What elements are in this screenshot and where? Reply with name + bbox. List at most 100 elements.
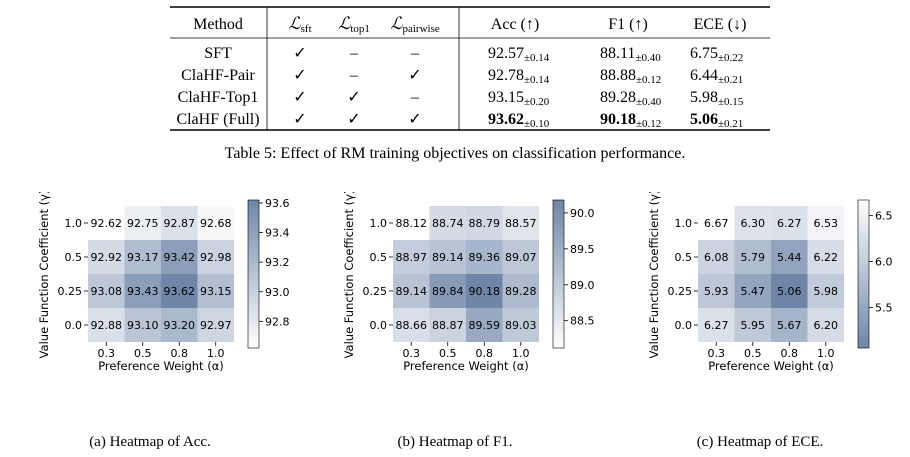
x-tick-label: 0.5 xyxy=(134,347,152,360)
y-tick-label: 1.0 xyxy=(65,217,83,230)
heatmap-cell-label: 89.59 xyxy=(469,319,501,332)
heatmap-cell-label: 88.57 xyxy=(505,217,537,230)
table-caption: Table 5: Effect of RM training objective… xyxy=(224,145,686,162)
heatmap-cell xyxy=(197,206,234,240)
heatmap-cell xyxy=(429,308,466,342)
heatmap-cell-label: 88.97 xyxy=(396,251,428,264)
heatmap-cell xyxy=(771,308,808,342)
heatmap-acc-panel: 92.62 92.75 92.87 92.68 92.92 93.17 93.42 92.98… xyxy=(0,190,300,457)
heatmap-cell xyxy=(502,240,539,274)
y-tick-label: 0.0 xyxy=(675,319,693,332)
heatmap-cell xyxy=(466,274,503,308)
x-tick-label: 0.5 xyxy=(744,347,762,360)
heatmap-cell-label: 93.15 xyxy=(200,285,232,298)
x-tick-label: 1.0 xyxy=(207,347,225,360)
heatmap-cell xyxy=(124,206,161,240)
y-tick-label: 0.5 xyxy=(370,251,388,264)
results-table: Method ℒsft ℒtop1 ℒpairwise Acc (↑) F1 (… xyxy=(170,6,770,131)
heatmap-cell xyxy=(161,274,198,308)
row-sft-mark: ✓ xyxy=(293,45,306,62)
row-pair-mark: ✓ xyxy=(408,111,421,128)
colorbar-tick-label: 93.6 xyxy=(265,197,290,210)
x-tick-label: 0.3 xyxy=(403,347,421,360)
colorbar xyxy=(552,199,565,349)
row-f1-value: 89.28±0.40 xyxy=(600,89,662,108)
colorbar-tick-label: 6.5 xyxy=(875,210,893,223)
heatmap-cell xyxy=(466,308,503,342)
heatmap-cell-label: 5.93 xyxy=(704,285,729,298)
heatmap-cell xyxy=(771,240,808,274)
heatmap-cell xyxy=(734,240,771,274)
x-axis-label: Preference Weight (α) xyxy=(98,359,224,373)
x-tick-label: 0.8 xyxy=(171,347,189,360)
heatmap-cell xyxy=(197,240,234,274)
heatmap-cell xyxy=(807,274,844,308)
colorbar-tick-label: 89.5 xyxy=(570,243,595,256)
heatmap-cell xyxy=(698,308,735,342)
row-f1-value: 90.18±0.12 xyxy=(600,111,661,130)
row-sft-mark: ✓ xyxy=(293,67,306,84)
y-tick-label: 0.5 xyxy=(675,251,693,264)
colorbar-tick-label: 93.0 xyxy=(265,286,290,299)
header-f1: F1 (↑) xyxy=(608,16,648,33)
row-ece-value: 5.06±0.21 xyxy=(690,111,743,130)
header-ece: ECE (↓) xyxy=(694,16,747,33)
y-axis-label: Value Function Coefficient (γ) xyxy=(647,192,661,358)
heatmap-cell xyxy=(502,274,539,308)
x-tick-label: 1.0 xyxy=(512,347,530,360)
heatmap-cell xyxy=(807,206,844,240)
row-top1-mark: ✓ xyxy=(347,111,360,128)
row-pair-mark: – xyxy=(410,45,420,62)
heatmap-cell-label: 6.20 xyxy=(814,319,839,332)
heatmap-cell xyxy=(197,308,234,342)
heatmap-cell-label: 89.03 xyxy=(505,319,537,332)
row-ece-value: 6.44±0.21 xyxy=(690,67,743,86)
heatmap-cell-label: 88.12 xyxy=(396,217,428,230)
heatmap-cell xyxy=(698,274,735,308)
heatmap-cell xyxy=(88,240,125,274)
y-tick-label: 1.0 xyxy=(370,217,388,230)
row-pair-mark: – xyxy=(410,89,420,106)
row-method: ClaHF (Full) xyxy=(176,111,259,128)
heatmap-cell-label: 89.84 xyxy=(432,285,464,298)
y-tick-label: 0.25 xyxy=(363,285,388,298)
colorbar-tick-label: 93.2 xyxy=(265,256,290,269)
heatmap-cell-label: 6.30 xyxy=(741,217,766,230)
colorbar-tick-label: 90.0 xyxy=(570,207,595,220)
heatmap-cell-label: 88.66 xyxy=(396,319,428,332)
colorbar xyxy=(857,199,870,349)
heatmap-cell xyxy=(88,274,125,308)
colorbar-tick-label: 5.5 xyxy=(875,302,893,315)
heatmap-cell xyxy=(393,240,430,274)
heatmap-cell xyxy=(734,206,771,240)
row-ece-value: 5.98±0.15 xyxy=(690,89,744,108)
heatmap-cell-label: 92.92 xyxy=(91,251,123,264)
heatmap-cell-label: 5.44 xyxy=(777,251,802,264)
heatmap-cell-label: 6.27 xyxy=(777,217,802,230)
heatmap-cell xyxy=(734,274,771,308)
heatmap-cell xyxy=(502,308,539,342)
heatmap-cell xyxy=(429,240,466,274)
colorbar-tick-label: 6.0 xyxy=(875,256,893,269)
heatmap-acc: 92.62 92.75 92.87 92.68 92.92 93.17 93.42 92.98… xyxy=(37,190,290,373)
heatmap-cell xyxy=(124,240,161,274)
heatmap-cell-label: 92.88 xyxy=(91,319,123,332)
x-tick-label: 1.0 xyxy=(817,347,835,360)
y-tick-label: 1.0 xyxy=(675,217,693,230)
y-tick-label: 0.5 xyxy=(65,251,83,264)
row-acc-value: 92.57±0.14 xyxy=(488,45,550,64)
heatmap-cell-label: 5.95 xyxy=(741,319,766,332)
row-method: ClaHF-Top1 xyxy=(178,89,259,106)
heatmap-cell-label: 92.75 xyxy=(127,217,159,230)
row-sft-mark: ✓ xyxy=(293,89,306,106)
heatmap-cell-label: 93.20 xyxy=(164,319,196,332)
heatmap-cell-label: 5.47 xyxy=(741,285,766,298)
heatmap-cell xyxy=(466,206,503,240)
y-axis-label: Value Function Coefficient (γ) xyxy=(342,192,356,358)
heatmap-cell-label: 88.79 xyxy=(469,217,501,230)
heatmap-cell-label: 88.87 xyxy=(432,319,464,332)
heatmap-cell xyxy=(197,274,234,308)
heatmap-cell xyxy=(161,240,198,274)
colorbar xyxy=(247,199,260,349)
x-tick-label: 0.8 xyxy=(476,347,494,360)
